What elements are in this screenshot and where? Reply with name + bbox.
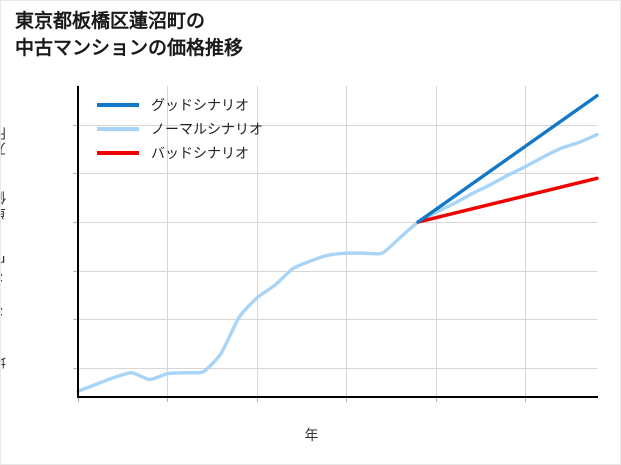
gridline-y-300 <box>78 270 597 272</box>
gridline-y-200 <box>78 367 597 369</box>
series-line-bad <box>416 176 599 224</box>
x-tick-mark-2025 <box>435 397 437 402</box>
data-series-layer <box>76 94 599 393</box>
legend-swatch-bad <box>97 151 139 155</box>
gridline-y-350 <box>78 222 597 224</box>
chart-legend: グッドシナリオ ノーマルシナリオ バッドシナリオ <box>97 93 307 165</box>
gridline-x-2015 <box>256 86 258 397</box>
y-axis-label: 坪 (3.3㎡) 単価 (万円) <box>0 109 7 369</box>
legend-label-normal: ノーマルシナリオ <box>151 121 263 137</box>
y-tick-mark-250 <box>73 319 78 321</box>
legend-label-good: グッドシナリオ <box>151 97 249 113</box>
x-tick-mark-2015 <box>256 397 258 402</box>
x-axis-label: 年 <box>304 427 319 443</box>
series-line-normal <box>76 132 599 393</box>
gridline-y-400 <box>78 173 597 175</box>
legend-swatch-good <box>97 103 139 107</box>
y-tick-mark-400 <box>73 173 78 175</box>
x-tick-mark-2010 <box>167 397 169 402</box>
y-tick-mark-450 <box>73 124 78 126</box>
legend-item-normal[interactable]: ノーマルシナリオ <box>97 117 307 141</box>
legend-item-good[interactable]: グッドシナリオ <box>97 93 307 117</box>
legend-swatch-normal <box>97 127 139 131</box>
x-tick-mark-2005 <box>78 397 79 402</box>
series-line-good <box>416 94 599 224</box>
gridline-y-450 <box>78 124 597 126</box>
y-tick-mark-350 <box>73 222 78 224</box>
gridline-x-2010 <box>167 86 169 397</box>
x-tick-mark-2030 <box>525 397 527 402</box>
gridline-x-2030 <box>525 86 527 397</box>
gridline-x-2020 <box>346 86 348 397</box>
x-axis-spine <box>77 396 598 398</box>
gridline-x-2025 <box>435 86 437 397</box>
y-axis-spine <box>77 86 79 398</box>
y-tick-mark-300 <box>73 270 78 272</box>
legend-item-bad[interactable]: バッドシナリオ <box>97 141 307 165</box>
chart-title: 東京都板橋区蓮沼町の 中古マンションの価格推移 <box>15 11 244 59</box>
y-tick-mark-200 <box>73 367 78 369</box>
legend-label-bad: バッドシナリオ <box>151 145 249 161</box>
gridline-y-250 <box>78 319 597 321</box>
x-tick-mark-2020 <box>346 397 348 402</box>
